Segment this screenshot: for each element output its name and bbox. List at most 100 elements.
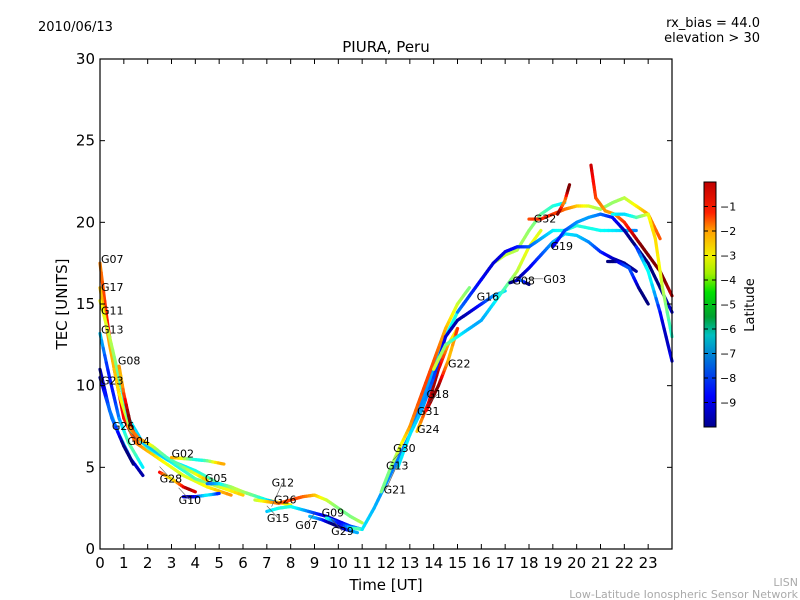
satellite-label: G22: [448, 358, 471, 371]
label-leader-line: [127, 428, 139, 442]
data-layer: [98, 163, 674, 535]
track-point: [358, 520, 364, 525]
colorbar-tick-label: −9: [720, 397, 736, 410]
track-point: [219, 461, 226, 466]
track-point: [201, 476, 209, 482]
x-tick-label: 18: [519, 554, 538, 572]
track-point: [100, 280, 106, 294]
network-short-label: LISN: [773, 576, 798, 589]
x-tick-label: 10: [329, 554, 348, 572]
satellite-label: G07: [101, 253, 124, 266]
satellite-label: G10: [179, 494, 202, 507]
satellite-label: G26: [274, 493, 297, 506]
satellite-label: G13: [386, 459, 409, 472]
track-point: [656, 232, 662, 241]
satellite-label: G02: [172, 448, 195, 461]
satellite-label: G17: [101, 281, 124, 294]
satellite-label: G30: [393, 442, 416, 455]
x-tick-label: 19: [543, 554, 562, 572]
label-leader-line: [426, 393, 438, 407]
x-tick-label: 17: [496, 554, 515, 572]
x-tick-label: 7: [262, 554, 272, 572]
y-tick-label: 30: [76, 50, 95, 68]
satellite-label: G04: [127, 435, 150, 448]
satellite-label: G21: [384, 483, 407, 496]
satellite-label: G28: [160, 473, 183, 486]
satellite-label: G31: [417, 405, 440, 418]
track-point: [644, 299, 650, 306]
colorbar-tick-label: −3: [720, 250, 736, 263]
satellite-label: G09: [322, 506, 345, 519]
x-tick-label: 8: [286, 554, 296, 572]
satellite-label: G32: [534, 212, 557, 225]
chart-title: PIURA, Peru: [342, 38, 429, 56]
label-leader-line: [385, 465, 398, 490]
track-point: [101, 290, 107, 303]
track-point: [454, 326, 460, 336]
track-point: [99, 271, 104, 284]
x-tick-label: 12: [376, 554, 395, 572]
label-leaders: [99, 278, 544, 532]
satellite-track-g14: [606, 259, 650, 306]
y-tick-label: 10: [76, 377, 95, 395]
track-point: [99, 295, 105, 309]
track-point: [191, 489, 197, 494]
elevation-label: elevation > 30: [664, 31, 760, 46]
x-tick-label: 20: [567, 554, 586, 572]
satellite-track-g26b: [253, 493, 364, 525]
label-leader-line: [330, 518, 343, 532]
x-tick-label: 0: [95, 554, 105, 572]
track-point: [139, 471, 145, 478]
label-leader-line: [271, 482, 283, 507]
colorbar-tick-label: −8: [720, 372, 736, 385]
label-leader-line: [392, 447, 405, 461]
satellite-track-g20: [555, 183, 572, 216]
colorbar-tick-label: −7: [720, 348, 736, 361]
satellite-label: G13: [101, 323, 124, 336]
satellite-track-g29: [324, 516, 364, 532]
satellite-label: G08: [512, 274, 535, 287]
track-point: [525, 281, 531, 286]
x-tick-label: 5: [214, 554, 224, 572]
network-full-label: Low-Latitude Ionospheric Sensor Network: [569, 588, 798, 600]
satellite-label: G18: [427, 388, 450, 401]
satellite-label: G24: [417, 423, 440, 436]
track-point: [138, 461, 145, 469]
track-point: [130, 459, 135, 466]
track-point: [465, 286, 472, 292]
rx-bias-label: rx_bias = 44.0: [666, 16, 760, 31]
track-point: [237, 492, 245, 497]
colorbar-ticks: −1 −2 −3 −4 −5 −6 −7 −8 −9: [704, 201, 736, 410]
track-point: [103, 299, 108, 313]
colorbar-tick-label: −5: [720, 299, 736, 312]
satellite-label: G05: [205, 472, 228, 485]
x-tick-label: 6: [238, 554, 248, 572]
track-point: [353, 530, 359, 535]
x-tick-label: 16: [472, 554, 491, 572]
satellite-label: G08: [118, 354, 141, 367]
satellite-label: G16: [477, 291, 500, 304]
x-tick-label: 21: [591, 554, 610, 572]
label-leader-line: [306, 512, 315, 526]
satellite-label: G15: [267, 512, 290, 525]
satellite-label: G12: [272, 477, 295, 490]
date-label: 2010/06/13: [38, 20, 113, 35]
x-tick-label: 4: [191, 554, 201, 572]
colorbar-tick-label: −4: [720, 274, 736, 287]
y-axis-ticks: 0 5 10 15 20 25 30: [76, 50, 672, 558]
x-tick-label: 13: [400, 554, 419, 572]
track-point: [632, 268, 638, 273]
track-point: [537, 228, 543, 235]
satellite-track-g31: [396, 289, 507, 469]
x-axis-label: Time [UT]: [348, 576, 422, 594]
track-point: [135, 438, 140, 445]
y-tick-label: 15: [76, 295, 95, 313]
colorbar-tick-label: −2: [720, 225, 736, 238]
colorbar-label: Latitude: [743, 278, 758, 332]
x-tick-label: 2: [143, 554, 153, 572]
track-point: [285, 502, 293, 507]
x-tick-label: 11: [353, 554, 372, 572]
label-leader-line: [178, 487, 190, 501]
label-leader-line: [159, 466, 171, 479]
